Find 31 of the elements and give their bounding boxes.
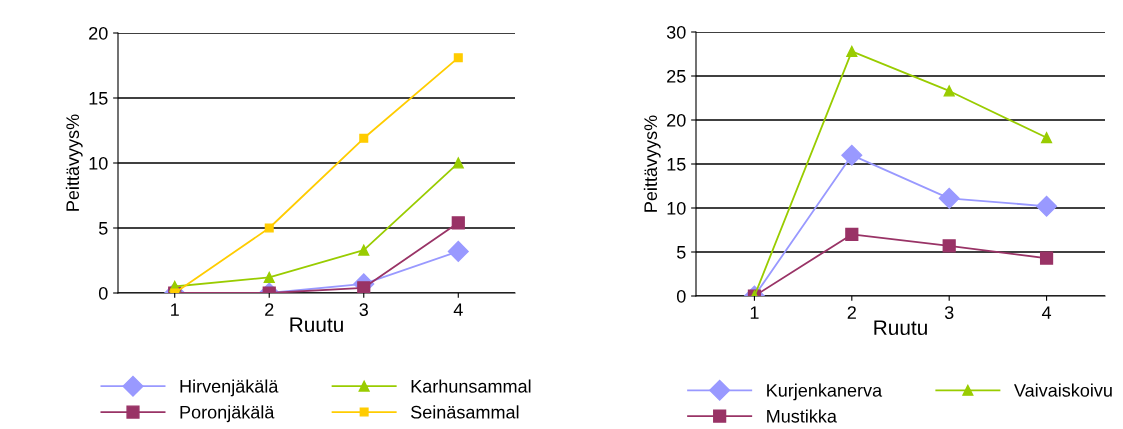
x-tick-label: 2 xyxy=(265,303,274,316)
x-tick-label: 4 xyxy=(1041,306,1052,319)
y-tick-label: 0 xyxy=(98,286,108,300)
y-tick-label: 0 xyxy=(676,289,686,303)
legend-label: Seinäsammal xyxy=(411,405,519,419)
y-axis-title: Peittävyys% xyxy=(65,114,83,211)
x-tick-label: 2 xyxy=(847,306,856,319)
y-tick-label: 30 xyxy=(666,25,686,39)
y-tick-label: 25 xyxy=(667,69,686,83)
legend-label: Mustikka xyxy=(767,409,837,423)
x-tick-label: 3 xyxy=(944,306,954,319)
y-tick-label: 15 xyxy=(89,92,108,105)
x-tick-label: 1 xyxy=(750,306,759,319)
y-tick-label: 10 xyxy=(89,156,108,170)
x-axis-title: Ruutu xyxy=(874,320,927,336)
y-axis-title: Peittävyys% xyxy=(643,115,661,212)
x-axis-title: Ruutu xyxy=(290,317,343,333)
legend-label: Poronjäkälä xyxy=(180,405,275,423)
legend-label: Karhunsammal xyxy=(411,379,531,393)
x-tick-label: 1 xyxy=(171,303,179,316)
y-tick-label: 10 xyxy=(667,201,686,215)
y-tick-label: 15 xyxy=(667,158,686,171)
y-tick-label: 5 xyxy=(98,222,108,235)
y-tick-label: 20 xyxy=(667,113,686,127)
legend-label: Kurjenkanerva xyxy=(767,383,883,401)
legend-label: Vaivaiskoivu xyxy=(1014,383,1112,397)
y-tick-label: 5 xyxy=(676,246,686,259)
legend-label: Hirvenjäkälä xyxy=(180,379,279,397)
y-tick-label: 20 xyxy=(89,26,108,40)
x-tick-label: 3 xyxy=(359,303,368,316)
x-tick-label: 4 xyxy=(453,303,463,316)
